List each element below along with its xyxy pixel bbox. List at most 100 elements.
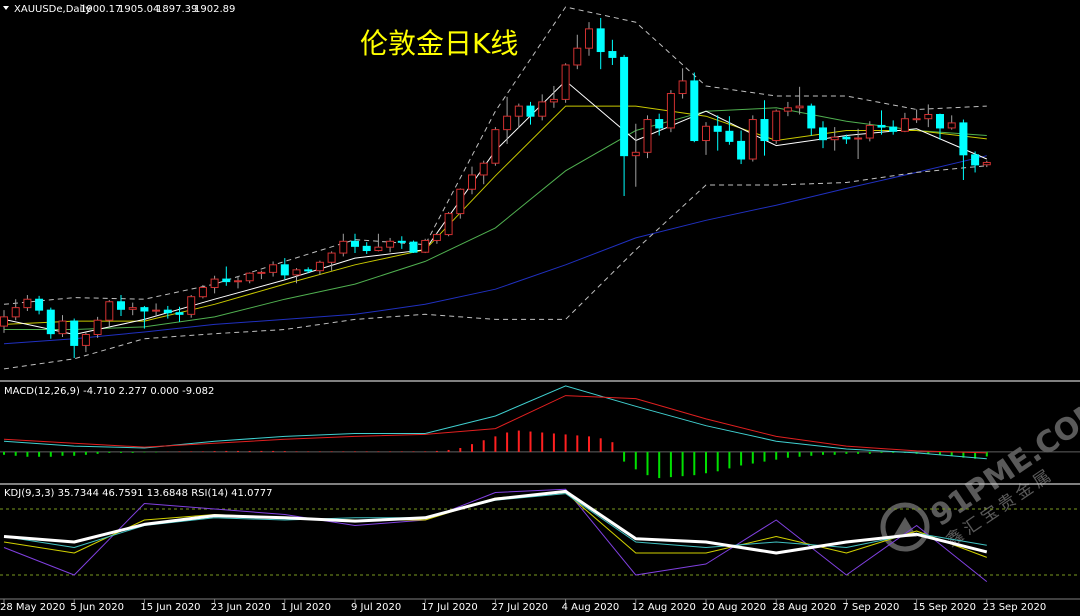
ohlc-value: 1905.04 [118, 4, 159, 15]
candle-body [304, 269, 313, 272]
candle-body [596, 28, 605, 53]
histogram-bar [623, 451, 626, 462]
candle-body [468, 174, 476, 190]
x-tick-label: 28 Aug 2020 [772, 602, 836, 613]
histogram-bar [693, 451, 696, 476]
candle-body [702, 125, 710, 142]
ma-line [4, 107, 987, 330]
histogram-bar [471, 444, 473, 452]
symbol-label: XAUUSDe,Daily [14, 4, 91, 15]
histogram-bar [3, 451, 5, 455]
histogram-bar [38, 451, 41, 457]
candle-body [807, 105, 816, 129]
candle-body [93, 319, 102, 335]
candle-body [666, 93, 675, 129]
candle-body [748, 119, 757, 160]
candle-body [842, 136, 851, 140]
indicator-line [3, 488, 988, 582]
histogram-bar [61, 451, 64, 456]
candle-body [819, 127, 827, 141]
histogram-bar [880, 451, 883, 453]
x-tick-label: 5 Jun 2020 [70, 602, 124, 613]
histogram-bar [459, 448, 462, 452]
histogram-bar [810, 451, 813, 456]
candle-body [35, 298, 44, 311]
histogram-bar [120, 451, 122, 453]
candle-body [620, 56, 629, 157]
kdj-header: KDJ(9,3,3) 35.7344 46.7591 13.6848 RSI(1… [4, 488, 273, 499]
histogram-bar [974, 451, 977, 459]
histogram-bar [447, 449, 450, 452]
histogram-bar [131, 451, 134, 453]
candle-body [713, 125, 722, 132]
x-tick-label: 28 May 2020 [0, 602, 65, 613]
histogram-bar [213, 451, 216, 452]
x-tick-label: 15 Sep 2020 [913, 602, 976, 613]
candle-body [795, 105, 804, 109]
candle-body [245, 272, 254, 282]
candle-body [292, 269, 301, 276]
histogram-bar [892, 451, 895, 453]
histogram-bar [634, 451, 637, 470]
histogram-bar [564, 434, 567, 452]
histogram-bar [482, 440, 485, 452]
candle-body [608, 51, 617, 58]
candle-body [865, 124, 874, 139]
candle-body [479, 162, 488, 176]
candle-body [23, 298, 32, 309]
candle-body [561, 64, 570, 100]
candle-body [725, 130, 734, 142]
candle-body [210, 278, 219, 288]
histogram-bar [646, 451, 649, 476]
macd-header: MACD(12,26,9) -4.710 2.277 0.000 -9.082 [4, 386, 214, 397]
candle-body [339, 240, 348, 254]
ohlc-value: 1900.17 [80, 4, 121, 15]
candle-body [198, 286, 207, 298]
candle-body [959, 122, 968, 156]
candle-body [585, 28, 593, 49]
histogram-bar [786, 451, 789, 458]
candle-body [573, 47, 582, 66]
candle-body [643, 119, 652, 153]
histogram-bar [868, 451, 871, 454]
histogram-bar [775, 451, 778, 460]
candle-body [971, 154, 980, 166]
histogram-bar [740, 451, 743, 466]
histogram-bar [728, 451, 731, 469]
histogram-bar [599, 438, 602, 452]
histogram-bar [506, 432, 509, 452]
candle-body [432, 234, 441, 241]
x-tick-label: 20 Aug 2020 [702, 602, 766, 613]
histogram-bar [260, 450, 263, 452]
x-tick-label: 4 Aug 2020 [562, 602, 620, 613]
candle-body [152, 309, 161, 312]
candle-body [409, 241, 418, 253]
candle-body [421, 239, 430, 253]
histogram-bar [751, 451, 754, 464]
x-tick-label: 7 Sep 2020 [842, 602, 899, 613]
candle-body [269, 264, 278, 273]
ma-line [3, 155, 987, 345]
x-tick-label: 23 Jun 2020 [211, 602, 271, 613]
x-tick-label: 12 Aug 2020 [632, 602, 696, 613]
candle-body [456, 188, 465, 215]
candle-body [900, 118, 909, 132]
histogram-bar [283, 451, 286, 452]
band-line [3, 6, 987, 305]
histogram-bar [611, 442, 614, 452]
candle-body [514, 105, 523, 117]
histogram-bar [237, 450, 239, 452]
candle-body [128, 307, 137, 310]
candle-body [81, 333, 90, 346]
histogram-bar [96, 451, 99, 454]
histogram-bar [529, 431, 532, 452]
candle-body [912, 118, 921, 121]
histogram-bar [681, 451, 684, 477]
ohlc-value: 1897.39 [156, 4, 197, 15]
candle-body [526, 105, 535, 117]
histogram-bar [26, 451, 29, 457]
candle-body [877, 124, 886, 128]
histogram-bar [272, 450, 275, 452]
histogram-bar [576, 435, 579, 452]
